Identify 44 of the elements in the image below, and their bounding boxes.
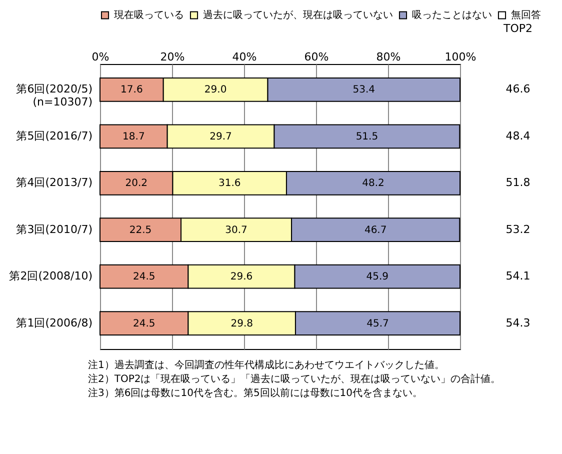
data-label: 45.9 [366, 272, 389, 283]
data-label: 24.5 [132, 318, 156, 330]
y-tick-label: 第2回(2008/10) [9, 270, 92, 283]
data-label: 29.0 [204, 84, 227, 96]
y-tick-label: 第1回(2006/8) [16, 316, 92, 330]
legend-label: 過去に吸っていたが、現在は吸っていない [203, 9, 393, 22]
data-label: 53.4 [352, 84, 376, 96]
data-label: 45.7 [366, 318, 389, 330]
text: 54.1 [506, 270, 530, 283]
text: 注1）過去調査は、今回調査の性年代構成比にあわせてウエイトバックした値。 [88, 359, 446, 373]
data-label: 22.5 [129, 224, 152, 236]
data-label: 30.7 [225, 224, 248, 236]
data-label: 29.8 [230, 318, 253, 330]
data-label: 20.2 [125, 178, 148, 190]
data-label: 17.6 [120, 84, 143, 96]
data-label: 51.5 [356, 131, 378, 142]
data-label: 48.2 [362, 178, 384, 190]
x-tick-label: 60% [304, 50, 329, 64]
text: 51.8 [506, 176, 530, 190]
data-label: 29.6 [230, 272, 253, 283]
text: 54.3 [506, 316, 530, 330]
text: TOP2 [502, 22, 533, 35]
text: 46.6 [506, 82, 530, 96]
text: 53.2 [506, 222, 530, 236]
x-tick-label: 40% [232, 50, 257, 64]
x-tick-label: 20% [160, 50, 185, 64]
legend-label: 無回答 [511, 9, 541, 22]
data-label: 46.7 [364, 224, 387, 236]
x-tick-label: 0% [92, 50, 110, 64]
data-label: 24.5 [132, 272, 156, 283]
y-tick-label: 第5回(2016/7) [16, 129, 92, 142]
legend-label: 吸ったことはない [412, 10, 492, 22]
x-tick-label: 80% [376, 50, 401, 64]
x-tick-label: 100% [444, 50, 476, 64]
data-label: 31.6 [218, 178, 241, 190]
y-tick-label: 第3回(2010/7) [16, 222, 92, 236]
data-label: 18.7 [122, 131, 145, 142]
data-label: 29.7 [210, 131, 232, 142]
text: 注2）TOP2は「現在吸っている」「過去に吸っていたが、現在は吸っていない」の合計値。 [88, 373, 502, 387]
text: 48.4 [506, 129, 530, 142]
y-tick-label: 第6回(2020/5) (n=10307) [16, 82, 92, 109]
legend-label: 現在吸っている [114, 9, 184, 22]
text: 注3）第6回は母数に10代を含む。第5回以前には母数に10代を含まない。 [88, 387, 424, 401]
y-tick-label: 第4回(2013/7) [16, 176, 92, 190]
